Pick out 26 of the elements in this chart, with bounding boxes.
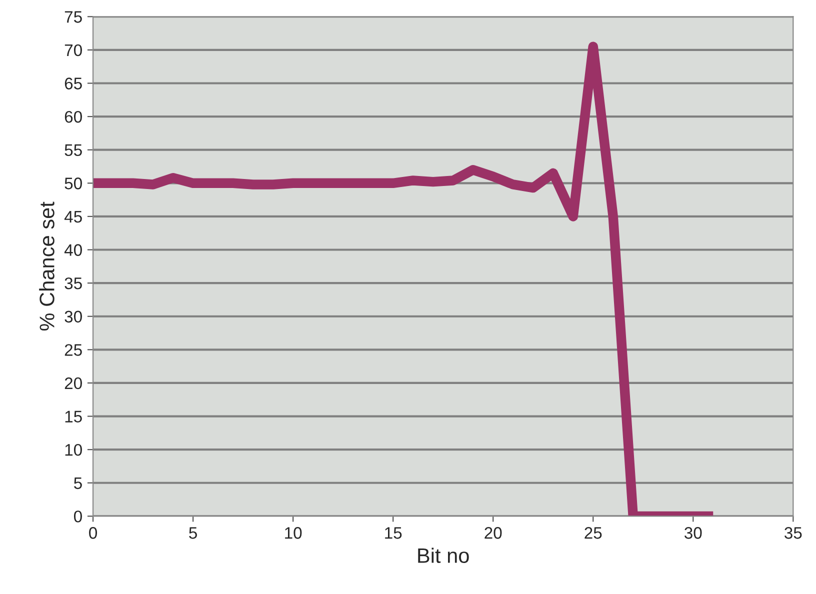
x-tick-label: 25 [584, 527, 602, 539]
y-tick-label: 75 [64, 11, 82, 23]
y-axis-title: % Chance set [39, 202, 54, 331]
x-tick-label: 35 [784, 527, 802, 539]
y-tick-label: 10 [65, 444, 82, 456]
y-tick-label: 45 [64, 211, 82, 223]
y-tick-label: 0 [74, 510, 82, 522]
y-tick-label: 15 [65, 410, 82, 422]
x-tick-label: 20 [484, 527, 502, 539]
y-tick-label: 55 [64, 144, 82, 156]
y-tick-label: 65 [64, 78, 82, 90]
x-tick-label: 30 [684, 527, 702, 539]
y-tick-label: 50 [64, 178, 82, 190]
y-tick-label: 5 [74, 477, 82, 490]
y-tick-label: 35 [64, 277, 82, 290]
x-tick-label: 5 [189, 527, 197, 539]
y-tick-label: 25 [64, 344, 82, 356]
x-tick-label: 15 [385, 527, 402, 539]
y-tick-label: 60 [64, 110, 82, 123]
y-tick-label: 20 [64, 377, 82, 390]
y-tick-label: 30 [64, 310, 82, 323]
y-tick-label: 40 [64, 244, 82, 256]
x-axis-title: Bit no [418, 548, 469, 563]
y-tick-label: 70 [64, 44, 82, 56]
x-tick-label: 10 [285, 527, 302, 539]
x-tick-label: 0 [89, 527, 98, 539]
